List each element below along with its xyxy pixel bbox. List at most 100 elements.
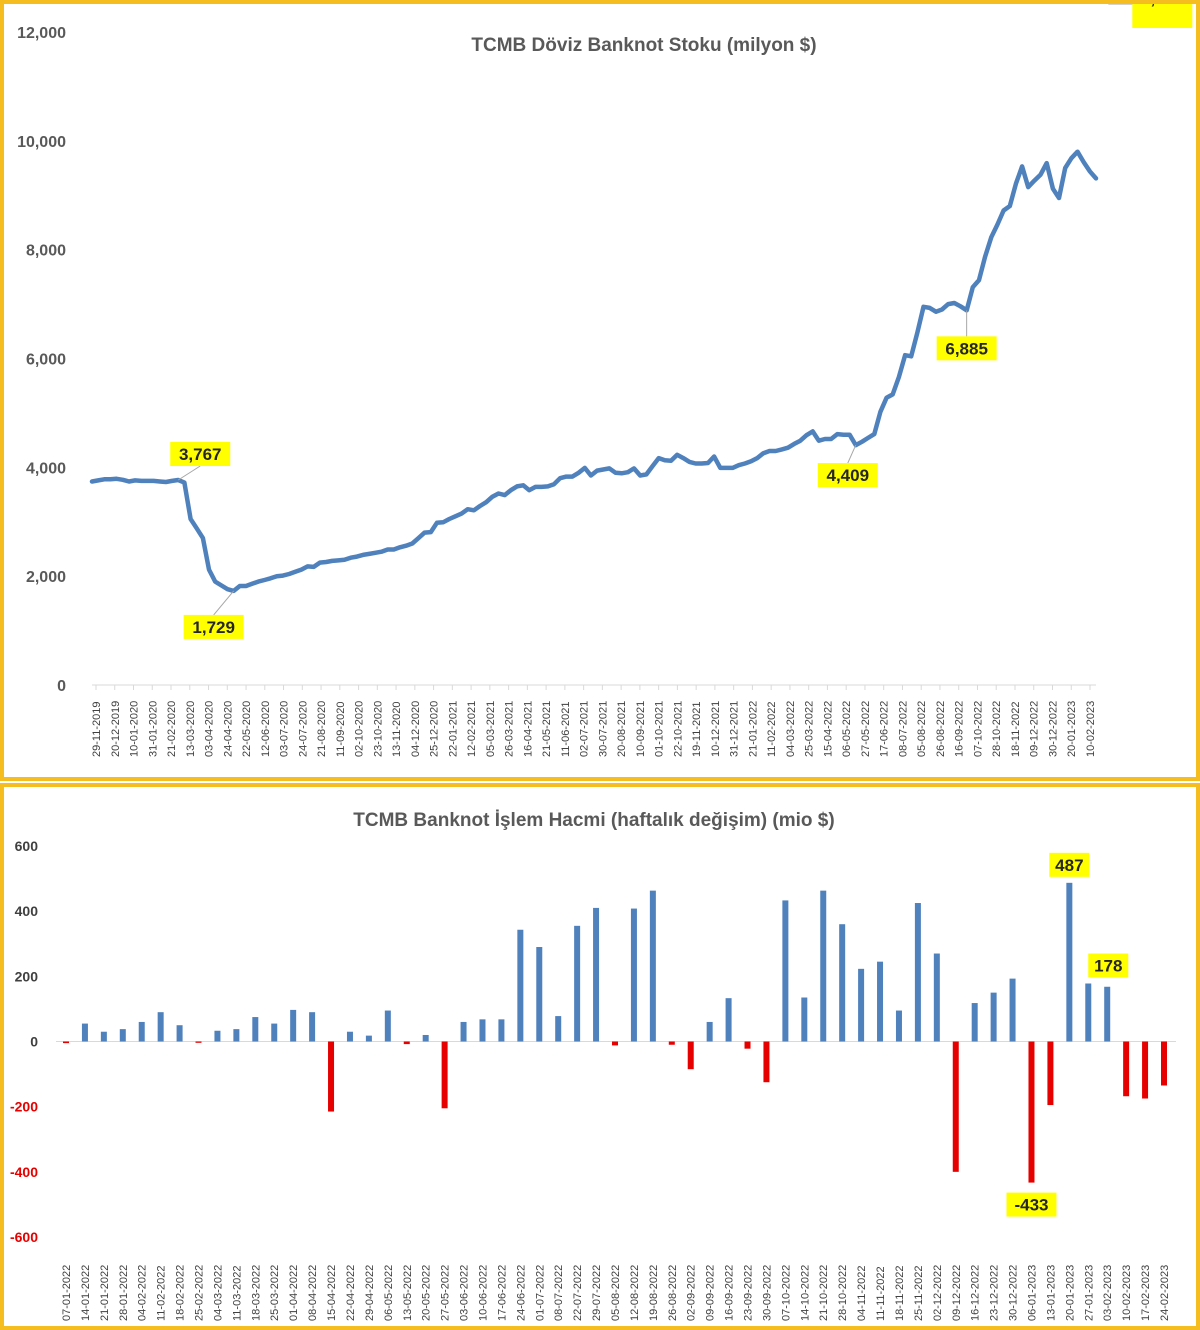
label-leader xyxy=(847,444,857,464)
y-tick-label: -400 xyxy=(10,1164,38,1180)
bar xyxy=(839,924,846,1042)
x-tick-label: 04-12-2020 xyxy=(410,701,422,757)
x-tick-label: 11-06-2021 xyxy=(560,702,572,757)
x-tick-label: 25-12-2020 xyxy=(429,701,441,757)
x-tick-label: 10-12-2021 xyxy=(710,701,722,757)
bar xyxy=(706,1021,713,1042)
label-leader xyxy=(177,465,201,481)
volume-chart-panel: TCMB Banknot İşlem Hacmi (haftalık değiş… xyxy=(0,783,1200,1330)
x-tick-label: 23-12-2022 xyxy=(989,1265,1001,1321)
x-tick-label: 24-06-2022 xyxy=(515,1265,527,1321)
x-tick-label: 01-10-2021 xyxy=(654,701,666,757)
x-tick-label: 04-02-2022 xyxy=(137,1265,149,1321)
bar xyxy=(971,1003,978,1042)
x-tick-label: 16-09-2022 xyxy=(954,701,966,757)
x-tick-label: 29-04-2022 xyxy=(364,1265,376,1321)
x-tick-label: 30-07-2021 xyxy=(597,701,609,757)
y-tick-label: 4,000 xyxy=(26,460,66,477)
bar xyxy=(630,908,637,1042)
bar xyxy=(460,1021,467,1042)
x-tick-label: 30-12-2022 xyxy=(1008,1265,1020,1321)
bar xyxy=(1028,1041,1035,1183)
x-tick-label: 04-11-2022 xyxy=(856,1266,868,1321)
x-tick-label: 06-05-2022 xyxy=(383,1265,395,1321)
bar xyxy=(933,953,940,1042)
data-label: 178 xyxy=(1088,953,1129,978)
bar xyxy=(365,1035,372,1042)
bar xyxy=(668,1041,675,1045)
x-tick-label: 10-06-2022 xyxy=(477,1265,489,1321)
bar xyxy=(952,1041,959,1172)
bar xyxy=(1161,1041,1167,1086)
x-tick-label: 22-05-2020 xyxy=(241,701,253,757)
bar xyxy=(877,961,884,1042)
x-tick-label: 02-09-2022 xyxy=(686,1265,698,1321)
x-tick-label: 27-05-2022 xyxy=(860,701,872,757)
bar xyxy=(1066,882,1073,1042)
x-tick-label: 13-05-2022 xyxy=(402,1265,414,1321)
x-tick-label: 24-07-2020 xyxy=(297,701,309,757)
x-tick-label: 25-03-2022 xyxy=(269,1265,281,1321)
x-tick-label: 09-09-2022 xyxy=(705,1265,717,1321)
x-tick-label: 11-02-2022 xyxy=(156,1266,168,1321)
bar xyxy=(536,947,543,1042)
x-tick-label: 14-01-2022 xyxy=(80,1265,92,1321)
data-label-text: 1,729 xyxy=(192,618,235,637)
x-tick-label: 29-07-2022 xyxy=(591,1265,603,1321)
x-tick-label: 25-11-2022 xyxy=(913,1266,925,1321)
x-tick-label: 22-07-2022 xyxy=(572,1265,584,1321)
x-tick-label: 04-03-2022 xyxy=(212,1265,224,1321)
x-tick-label: 09-12-2022 xyxy=(1029,701,1041,757)
bar xyxy=(1123,1041,1130,1097)
bar xyxy=(801,997,808,1042)
bar xyxy=(328,1041,335,1112)
x-tick-label: 28-10-2022 xyxy=(837,1265,849,1321)
bar xyxy=(309,1012,316,1042)
x-tick-label: 11-11-2022 xyxy=(875,1266,887,1321)
bar xyxy=(176,1025,183,1042)
data-label-text: 178 xyxy=(1094,957,1122,976)
bar xyxy=(555,1016,562,1042)
x-tick-label: 24-02-2023 xyxy=(1159,1265,1171,1321)
x-tick-label: 05-03-2021 xyxy=(485,701,497,757)
bar xyxy=(384,1010,391,1042)
x-tick-label: 08-07-2022 xyxy=(553,1265,565,1321)
x-tick-label: 25-03-2022 xyxy=(804,701,816,757)
data-label-text: 6,885 xyxy=(945,339,988,358)
x-tick-label: 27-01-2023 xyxy=(1083,1265,1095,1321)
y-tick-label: 600 xyxy=(15,838,39,854)
bar xyxy=(1104,986,1111,1042)
x-tick-label: 26-08-2022 xyxy=(667,1265,679,1321)
data-label-text: 487 xyxy=(1055,856,1083,875)
data-label: 3,767 xyxy=(170,442,231,467)
x-tick-label: 04-03-2022 xyxy=(785,701,797,757)
x-tick-label: 11-09-2020 xyxy=(335,702,347,757)
bar xyxy=(782,900,789,1042)
bar xyxy=(914,903,921,1042)
x-tick-label: 16-09-2022 xyxy=(724,1265,736,1321)
bar xyxy=(195,1041,202,1043)
x-tick-label: 15-04-2022 xyxy=(326,1265,338,1321)
bar xyxy=(100,1031,107,1042)
x-tick-label: 30-12-2022 xyxy=(1047,701,1059,757)
x-tick-label: 07-10-2022 xyxy=(780,1265,792,1321)
bar xyxy=(138,1021,145,1042)
y-tick-label: -200 xyxy=(10,1099,38,1115)
bar xyxy=(1047,1041,1054,1106)
x-tick-label: 18-11-2022 xyxy=(1010,702,1022,757)
x-tick-label: 25-02-2022 xyxy=(194,1265,206,1321)
y-tick-label: 400 xyxy=(15,903,39,919)
bar xyxy=(81,1023,88,1042)
y-tick-label: 200 xyxy=(15,968,39,984)
bar xyxy=(744,1041,751,1049)
stock-line-chart: TCMB Döviz Banknot Stoku (milyon $) 0 2,0… xyxy=(17,4,1193,757)
x-tick-label: 18-02-2022 xyxy=(175,1265,187,1321)
bar xyxy=(479,1019,486,1042)
x-tick-label: 31-12-2021 xyxy=(729,701,741,757)
bar xyxy=(157,1012,164,1042)
x-tick-label: 21-02-2020 xyxy=(166,701,178,757)
y-tick-label: 6,000 xyxy=(26,352,66,369)
x-tick-label: 02-10-2020 xyxy=(354,701,366,757)
x-tick-label: 17-06-2022 xyxy=(879,701,891,757)
x-tick-label: 16-04-2021 xyxy=(522,701,534,757)
